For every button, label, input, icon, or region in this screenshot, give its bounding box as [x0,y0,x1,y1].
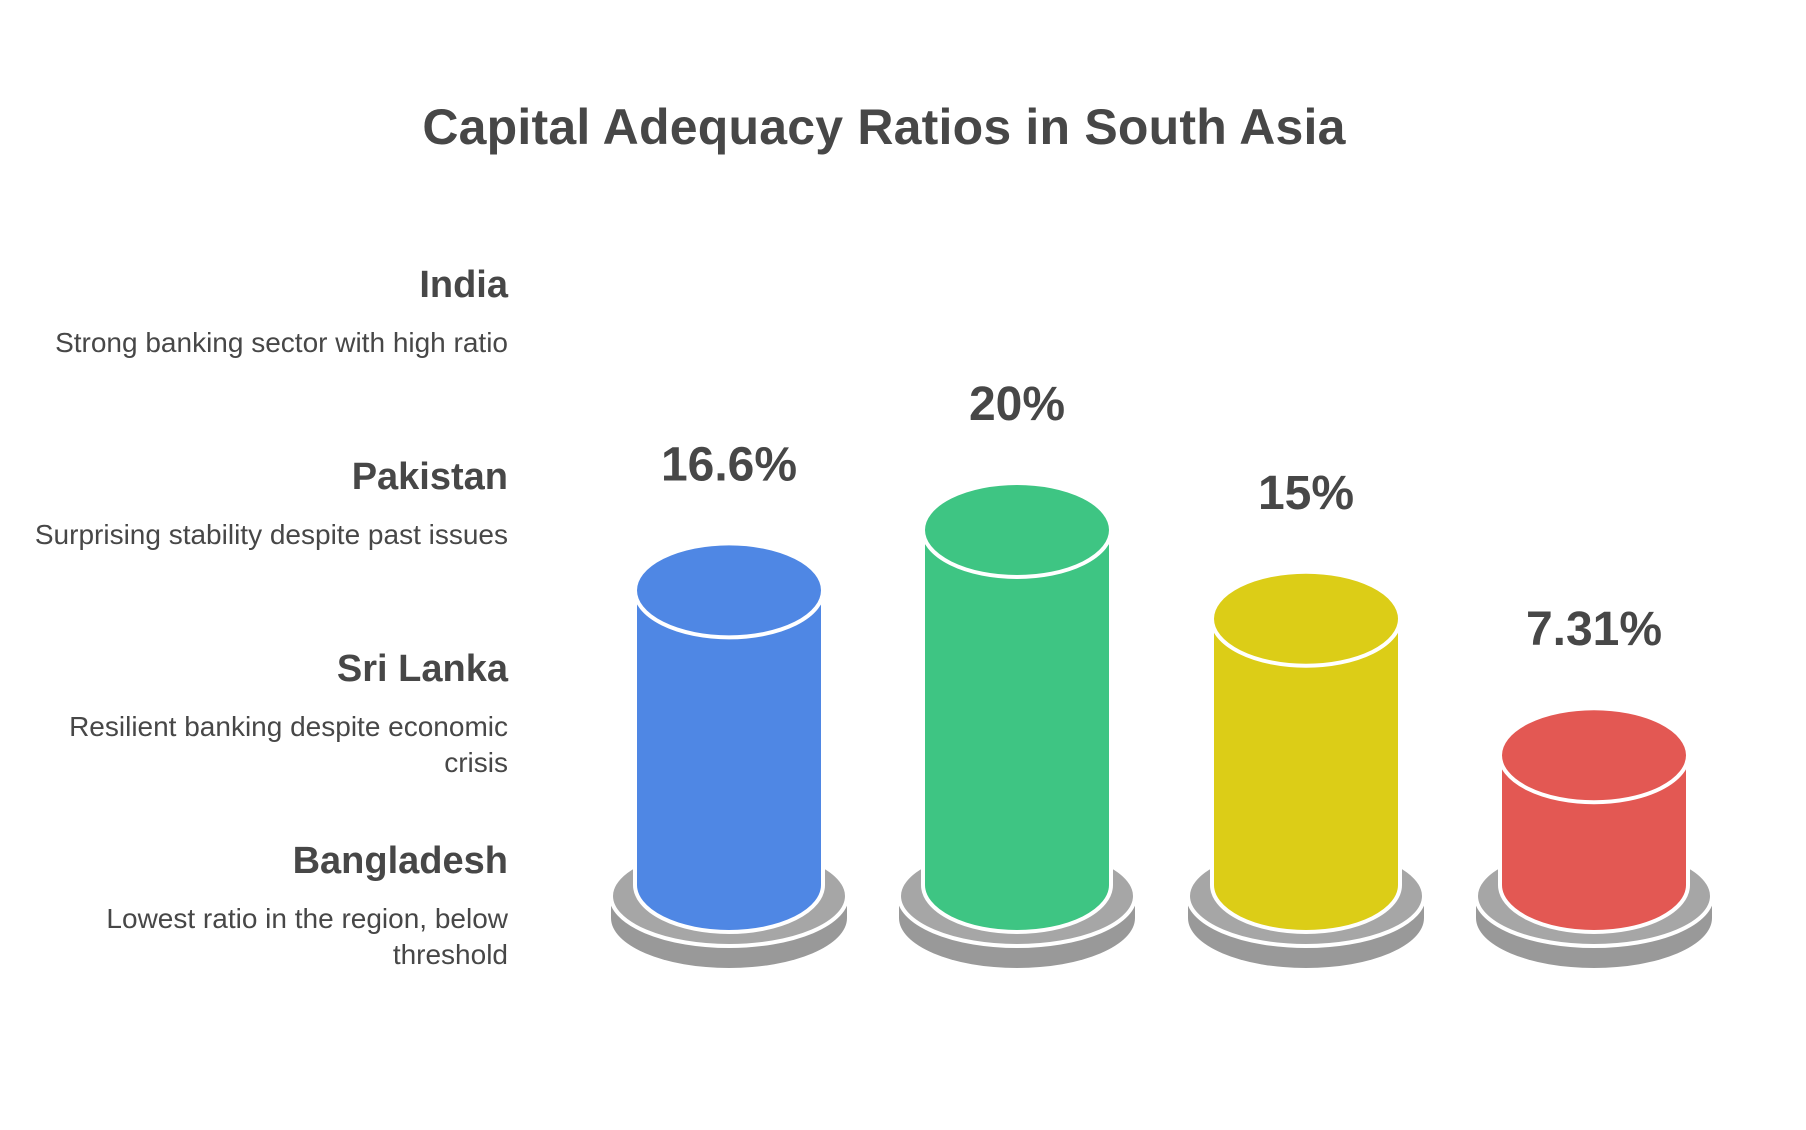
legend-name: Pakistan [351,456,508,498]
legend-item-sri-lanka: Sri Lanka Resilient banking despite econ… [30,647,508,781]
bar-body [1210,616,1402,934]
legend-item-india: India Strong banking sector with high ra… [30,263,508,361]
legend-item-bangladesh: Bangladesh Lowest ratio in the region, b… [30,839,508,973]
bar-body [633,588,825,934]
legend-description: Resilient banking despite economic crisi… [69,711,508,778]
bar-top [1498,706,1690,805]
chart-title: Capital Adequacy Ratios in South Asia [422,99,1346,155]
bar-body [1498,753,1690,934]
legend-description: Lowest ratio in the region, below thresh… [106,903,508,970]
bar-top [633,541,825,640]
bar-body [921,528,1113,934]
legend-name: India [419,264,508,306]
legend-item-pakistan: Pakistan Surprising stability despite pa… [30,455,508,553]
bar-pakistan [897,481,1137,968]
legend-name: Bangladesh [292,840,508,882]
bar-top [921,481,1113,579]
legend-description: Strong banking sector with high ratio [55,327,508,358]
value-label-sri-lanka: 15% [1258,467,1354,520]
bar-india [609,541,849,968]
bar-bangladesh [1474,706,1714,968]
value-label-pakistan: 20% [969,378,1065,431]
bar-top [1210,569,1402,668]
bar-sri-lanka [1186,569,1426,968]
value-label-bangladesh: 7.31% [1526,603,1662,656]
legend-name: Sri Lanka [336,648,508,690]
legend-description: Surprising stability despite past issues [34,519,508,550]
value-label-india: 16.6% [661,438,797,491]
